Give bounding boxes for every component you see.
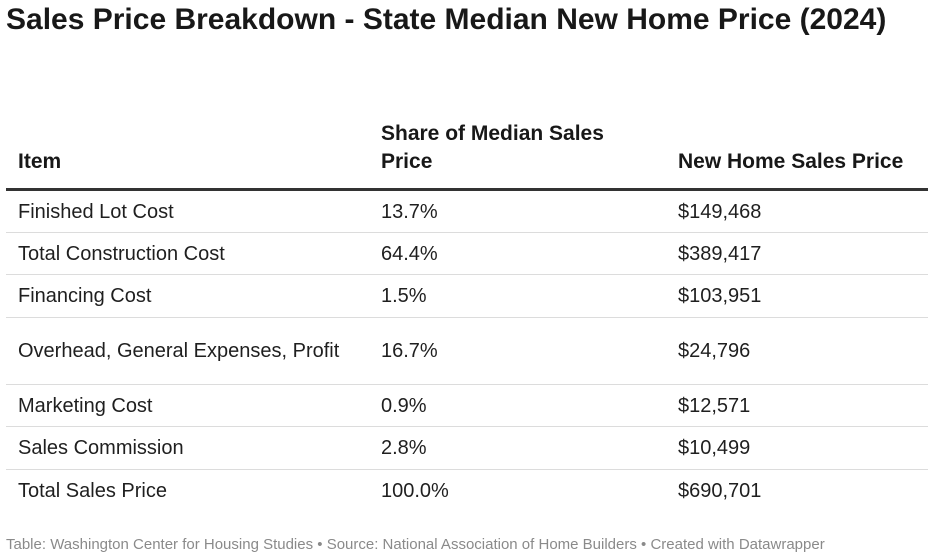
- column-header-share: Share of Median Sales Price: [381, 122, 604, 173]
- row-item-cell: Financing Cost: [18, 285, 152, 307]
- row-price-cell: $12,571: [678, 394, 751, 417]
- row-item-cell: Overhead, General Expenses, Profit: [18, 340, 340, 362]
- table-row: Sales Commission 2.8% $10,499: [6, 427, 928, 470]
- row-item-cell: Sales Commission: [18, 437, 184, 459]
- table-row: Financing Cost 1.5% $103,951: [6, 275, 928, 318]
- row-price-cell: $10,499: [678, 437, 751, 459]
- table-row: Marketing Cost 0.9% $12,571: [6, 385, 928, 427]
- data-table: Item Share of Median Sales Price New Hom…: [6, 112, 928, 511]
- column-header-item: Item: [18, 150, 62, 173]
- row-share-cell: 2.8%: [381, 437, 427, 459]
- row-item-cell: Total Construction Cost: [18, 242, 225, 265]
- row-share-cell: 0.9%: [381, 394, 427, 417]
- chart-title: Sales Price Breakdown - State Median New…: [6, 3, 887, 36]
- row-share-cell: 100.0%: [381, 479, 449, 502]
- row-price-cell: $24,796: [678, 340, 751, 362]
- row-share-cell: 16.7%: [381, 340, 438, 362]
- row-price-cell: $103,951: [678, 285, 762, 307]
- table-row: Total Construction Cost 64.4% $389,417: [6, 233, 928, 275]
- row-share-cell: 64.4%: [381, 242, 438, 265]
- table-row: Total Sales Price 100.0% $690,701: [6, 470, 928, 511]
- row-share-cell: 13.7%: [381, 200, 438, 223]
- row-price-cell: $389,417: [678, 242, 762, 265]
- row-share-cell: 1.5%: [381, 285, 427, 307]
- row-price-cell: $690,701: [678, 479, 762, 502]
- table-row: Finished Lot Cost 13.7% $149,468: [6, 191, 928, 233]
- row-item-cell: Marketing Cost: [18, 394, 153, 417]
- source-footer: Table: Washington Center for Housing Stu…: [6, 536, 825, 553]
- column-header-price: New Home Sales Price: [678, 150, 904, 173]
- table-row: Overhead, General Expenses, Profit 16.7% $…: [6, 318, 928, 385]
- row-price-cell: $149,468: [678, 200, 762, 223]
- table-header: Item Share of Median Sales Price New Hom…: [6, 112, 928, 191]
- table-body: Finished Lot Cost 13.7% $149,468 Total Cons…: [6, 191, 928, 511]
- row-item-cell: Total Sales Price: [18, 479, 167, 502]
- row-item-cell: Finished Lot Cost: [18, 200, 174, 223]
